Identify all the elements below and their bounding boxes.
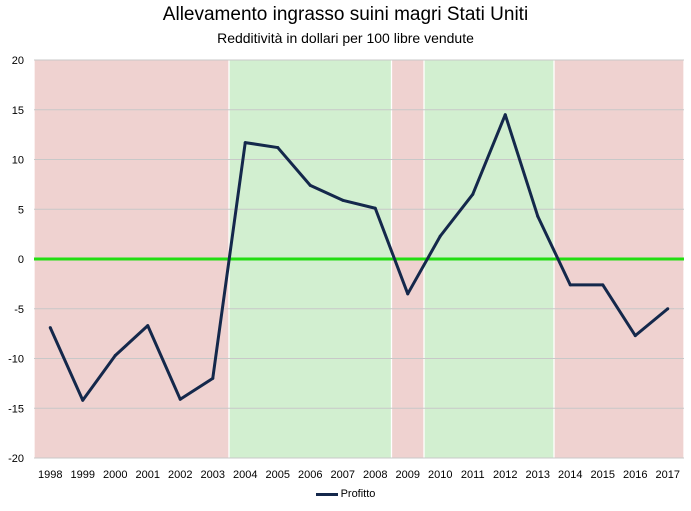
x-tick-label-2007: 2007 bbox=[331, 469, 355, 481]
point-2009 bbox=[406, 292, 410, 296]
x-tick-label-2005: 2005 bbox=[266, 469, 290, 481]
y-tick-label-15: 15 bbox=[12, 105, 24, 117]
x-tick-label-2011: 2011 bbox=[461, 469, 485, 481]
x-tick-label-1998: 1998 bbox=[38, 469, 62, 481]
x-tick-label-2001: 2001 bbox=[136, 469, 160, 481]
point-2012 bbox=[503, 113, 507, 117]
x-tick-label-2008: 2008 bbox=[363, 469, 387, 481]
series-group bbox=[48, 113, 670, 402]
x-tick-label-2015: 2015 bbox=[591, 469, 615, 481]
point-2013 bbox=[536, 214, 540, 218]
legend: Profitto bbox=[0, 488, 691, 500]
point-2001 bbox=[146, 324, 150, 328]
point-2005 bbox=[276, 146, 280, 150]
x-tick-label-2000: 2000 bbox=[103, 469, 127, 481]
y-tick-label-20: 20 bbox=[12, 55, 24, 67]
point-2017 bbox=[666, 307, 670, 311]
point-2008 bbox=[373, 206, 377, 210]
y-tick-label--15: -15 bbox=[8, 403, 24, 415]
x-tick-label-2017: 2017 bbox=[656, 469, 680, 481]
gridlines bbox=[34, 59, 684, 459]
point-2015 bbox=[601, 283, 605, 287]
y-tick-label-10: 10 bbox=[12, 155, 24, 167]
point-2016 bbox=[633, 334, 637, 338]
point-2007 bbox=[341, 198, 345, 202]
x-tick-label-2012: 2012 bbox=[493, 469, 517, 481]
y-tick-label--20: -20 bbox=[8, 453, 24, 465]
point-2006 bbox=[308, 183, 312, 187]
point-2003 bbox=[211, 376, 215, 380]
y-tick-label--10: -10 bbox=[8, 354, 24, 366]
point-2000 bbox=[113, 354, 117, 358]
x-tick-label-2014: 2014 bbox=[558, 469, 582, 481]
y-axis: -20 -15 -10 -5 0 5 10 15 20 bbox=[8, 55, 24, 465]
point-2004 bbox=[243, 141, 247, 145]
point-2002 bbox=[178, 397, 182, 401]
y-tick-label-5: 5 bbox=[18, 204, 24, 216]
x-axis: 1998 1999 2000 2001 2002 2003 2004 2005 2006 2007… bbox=[38, 469, 680, 481]
x-tick-label-2009: 2009 bbox=[396, 469, 420, 481]
chart-title: Allevamento ingrasso suini magri Stati U… bbox=[162, 4, 529, 25]
point-2011 bbox=[471, 192, 475, 196]
chart-subtitle: Redditività in dollari per 100 libre ven… bbox=[217, 30, 474, 46]
x-tick-label-2003: 2003 bbox=[201, 469, 225, 481]
x-tick-label-1999: 1999 bbox=[71, 469, 95, 481]
point-2014 bbox=[568, 283, 572, 287]
y-tick-label-0: 0 bbox=[18, 254, 24, 266]
legend-label-profitto: Profitto bbox=[340, 488, 376, 500]
x-tick-label-2004: 2004 bbox=[233, 469, 257, 481]
x-tick-label-2002: 2002 bbox=[168, 469, 192, 481]
point-1998 bbox=[48, 326, 52, 330]
legend-swatch-profitto bbox=[315, 492, 338, 496]
point-2010 bbox=[438, 234, 442, 238]
x-tick-label-2010: 2010 bbox=[428, 469, 452, 481]
y-tick-label--5: -5 bbox=[14, 304, 24, 316]
series-line-profitto bbox=[48, 113, 669, 402]
x-tick-label-2016: 2016 bbox=[623, 469, 647, 481]
x-tick-label-2006: 2006 bbox=[298, 469, 322, 481]
x-tick-label-2013: 2013 bbox=[526, 469, 550, 481]
point-1999 bbox=[81, 398, 85, 402]
